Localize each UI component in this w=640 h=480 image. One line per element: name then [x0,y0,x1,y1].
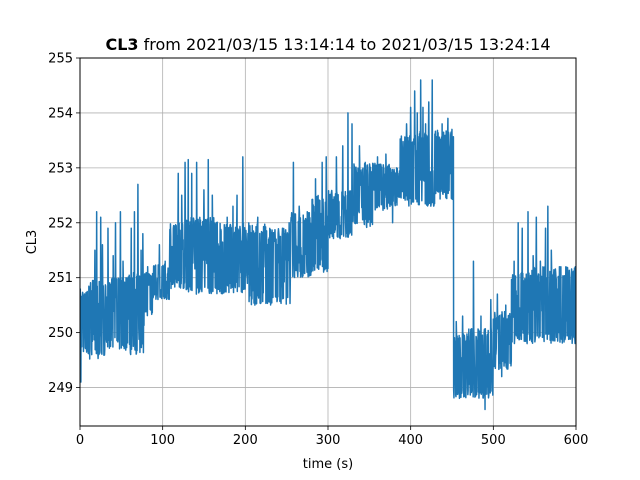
y-tick-label: 251 [48,271,73,286]
series-line [80,79,576,411]
y-tick-label: 252 [48,216,73,231]
series-cl3 [80,79,576,411]
chart-title-bold: CL3 [105,35,138,54]
chart-title-rest: from 2021/03/15 13:14:14 to 2021/03/15 1… [139,35,551,54]
chart-title: CL3 from 2021/03/15 13:14:14 to 2021/03/… [105,35,550,54]
y-tick-label: 255 [48,52,73,67]
x-tick-label: 600 [564,433,589,448]
x-tick-label: 400 [398,433,423,448]
x-tick-label: 500 [481,433,506,448]
y-tick-label: 253 [48,161,73,176]
x-tick-label: 100 [150,433,175,448]
y-tick-label: 254 [48,106,73,121]
y-tick-label: 250 [48,326,73,341]
axis-ticks: 0 100 200 300 400 500 600 249 250 251 252 253 254 255 [48,52,588,449]
x-tick-label: 0 [76,433,84,448]
x-tick-label: 200 [233,433,258,448]
x-tick-label: 300 [316,433,341,448]
y-axis-label: CL3 [25,230,40,255]
y-tick-label: 249 [48,381,73,396]
x-axis-label: time (s) [303,457,353,472]
